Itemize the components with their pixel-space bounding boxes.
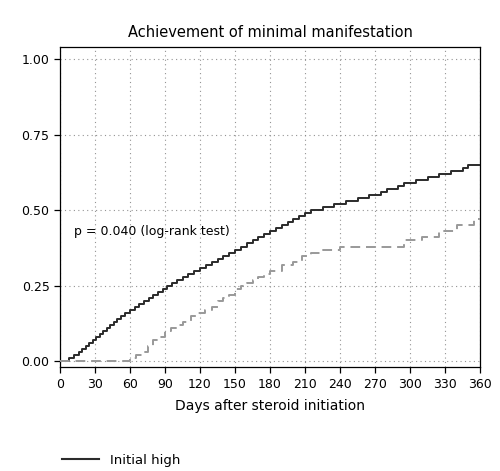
Legend: Initial high, Initial low: Initial high, Initial low — [62, 454, 180, 471]
Title: Achievement of minimal manifestation: Achievement of minimal manifestation — [128, 25, 412, 41]
Text: p = 0.040 (log-rank test): p = 0.040 (log-rank test) — [74, 225, 230, 238]
X-axis label: Days after steroid initiation: Days after steroid initiation — [175, 399, 365, 413]
